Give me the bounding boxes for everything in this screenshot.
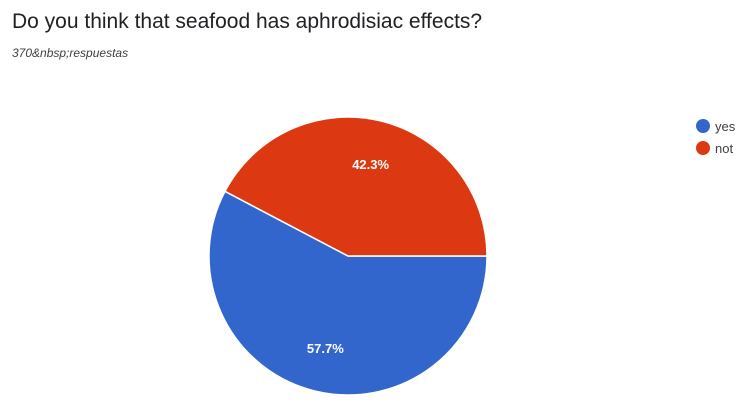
slice-label-yes: 57.7% [307,341,344,356]
legend-label-not: not [715,141,733,156]
legend-label-yes: yes [715,119,736,134]
pie-slice-not [223,116,488,257]
legend-swatch-yes [696,119,710,133]
response-count: 370&nbsp;respuestas [12,46,129,60]
pie-slice-yes [208,190,488,396]
slice-label-not: 42.3% [352,157,389,172]
legend-swatch-not [696,141,710,155]
chart-title: Do you think that seafood has aphrodisia… [12,10,483,33]
